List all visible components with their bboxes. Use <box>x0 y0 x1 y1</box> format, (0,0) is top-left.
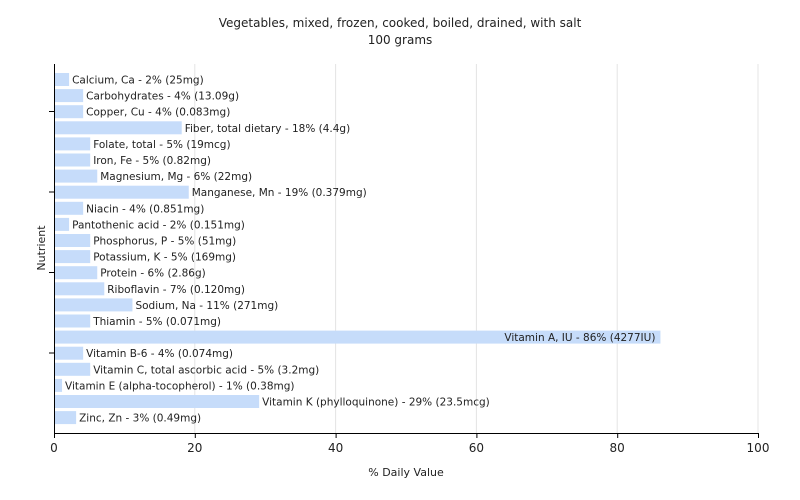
bar-label: Pantothenic acid - 2% (0.151mg) <box>72 219 245 231</box>
bar <box>55 395 260 408</box>
chart-subtitle: 100 grams <box>368 33 433 47</box>
bar <box>55 121 182 135</box>
bar <box>55 314 91 328</box>
x-tick-label: 60 <box>469 441 484 455</box>
x-tick-label: 80 <box>610 441 625 455</box>
bar-label: Copper, Cu - 4% (0.083mg) <box>86 107 230 119</box>
bar-label: Vitamin E (alpha-tocopherol) - 1% (0.38m… <box>65 380 295 392</box>
bar-label: Iron, Fe - 5% (0.82mg) <box>93 155 211 167</box>
bar-label: Folate, total - 5% (19mcg) <box>93 139 230 151</box>
bar <box>55 266 98 280</box>
x-tick-label: 40 <box>328 441 343 455</box>
bar-label: Vitamin B-6 - 4% (0.074mg) <box>86 348 233 360</box>
bar-label: Protein - 6% (2.86g) <box>100 268 206 280</box>
bar-label: Sodium, Na - 11% (271mg) <box>135 300 278 312</box>
bar <box>55 378 63 392</box>
x-axis-label: % Daily Value <box>368 466 444 479</box>
bar-label: Fiber, total dietary - 18% (4.4g) <box>185 123 350 135</box>
axes: 0 20 40 60 80 100 <box>49 64 769 455</box>
x-tick-label: 20 <box>187 441 202 455</box>
bar-label: Carbohydrates - 4% (13.09g) <box>86 91 239 103</box>
bar-label: Vitamin A, IU - 86% (4277IU) <box>504 332 655 344</box>
bar-label: Potassium, K - 5% (169mg) <box>93 252 236 264</box>
bar <box>55 73 70 86</box>
bar <box>55 137 91 151</box>
bar-label: Vitamin K (phylloquinone) - 29% (23.5mcg… <box>262 397 490 409</box>
bar-label: Manganese, Mn - 19% (0.379mg) <box>192 187 367 199</box>
bar <box>55 217 70 231</box>
bar <box>55 250 91 264</box>
bar <box>55 346 84 360</box>
bar-label: Riboflavin - 7% (0.120mg) <box>107 284 245 296</box>
y-axis-label: Nutrient <box>35 225 48 271</box>
bar <box>55 282 105 296</box>
bar-label: Vitamin C, total ascorbic acid - 5% (3.2… <box>93 364 319 376</box>
bar-label: Thiamin - 5% (0.071mg) <box>92 316 221 328</box>
bar <box>55 89 84 103</box>
bar <box>55 234 91 247</box>
chart-title: Vegetables, mixed, frozen, cooked, boile… <box>219 16 582 30</box>
grid-lines <box>194 64 759 433</box>
bar <box>55 298 133 312</box>
bar <box>55 362 91 376</box>
bar-label: Magnesium, Mg - 6% (22mg) <box>100 171 252 183</box>
bar-label: Zinc, Zn - 3% (0.49mg) <box>79 413 201 425</box>
bar <box>55 330 661 344</box>
bar-label: Phosphorus, P - 5% (51mg) <box>93 236 236 248</box>
bar-label: Niacin - 4% (0.851mg) <box>86 203 204 215</box>
bar <box>55 169 98 183</box>
x-tick-label: 100 <box>747 441 770 455</box>
bar <box>55 105 84 119</box>
x-tick-label: 0 <box>50 441 58 455</box>
bars: Calcium, Ca - 2% (25mg) Carbohydrates - 4… <box>55 73 661 425</box>
bar-label: Calcium, Ca - 2% (25mg) <box>72 75 204 87</box>
bar <box>55 185 189 199</box>
bar <box>55 153 91 167</box>
bar <box>55 411 77 425</box>
bar <box>55 201 84 215</box>
